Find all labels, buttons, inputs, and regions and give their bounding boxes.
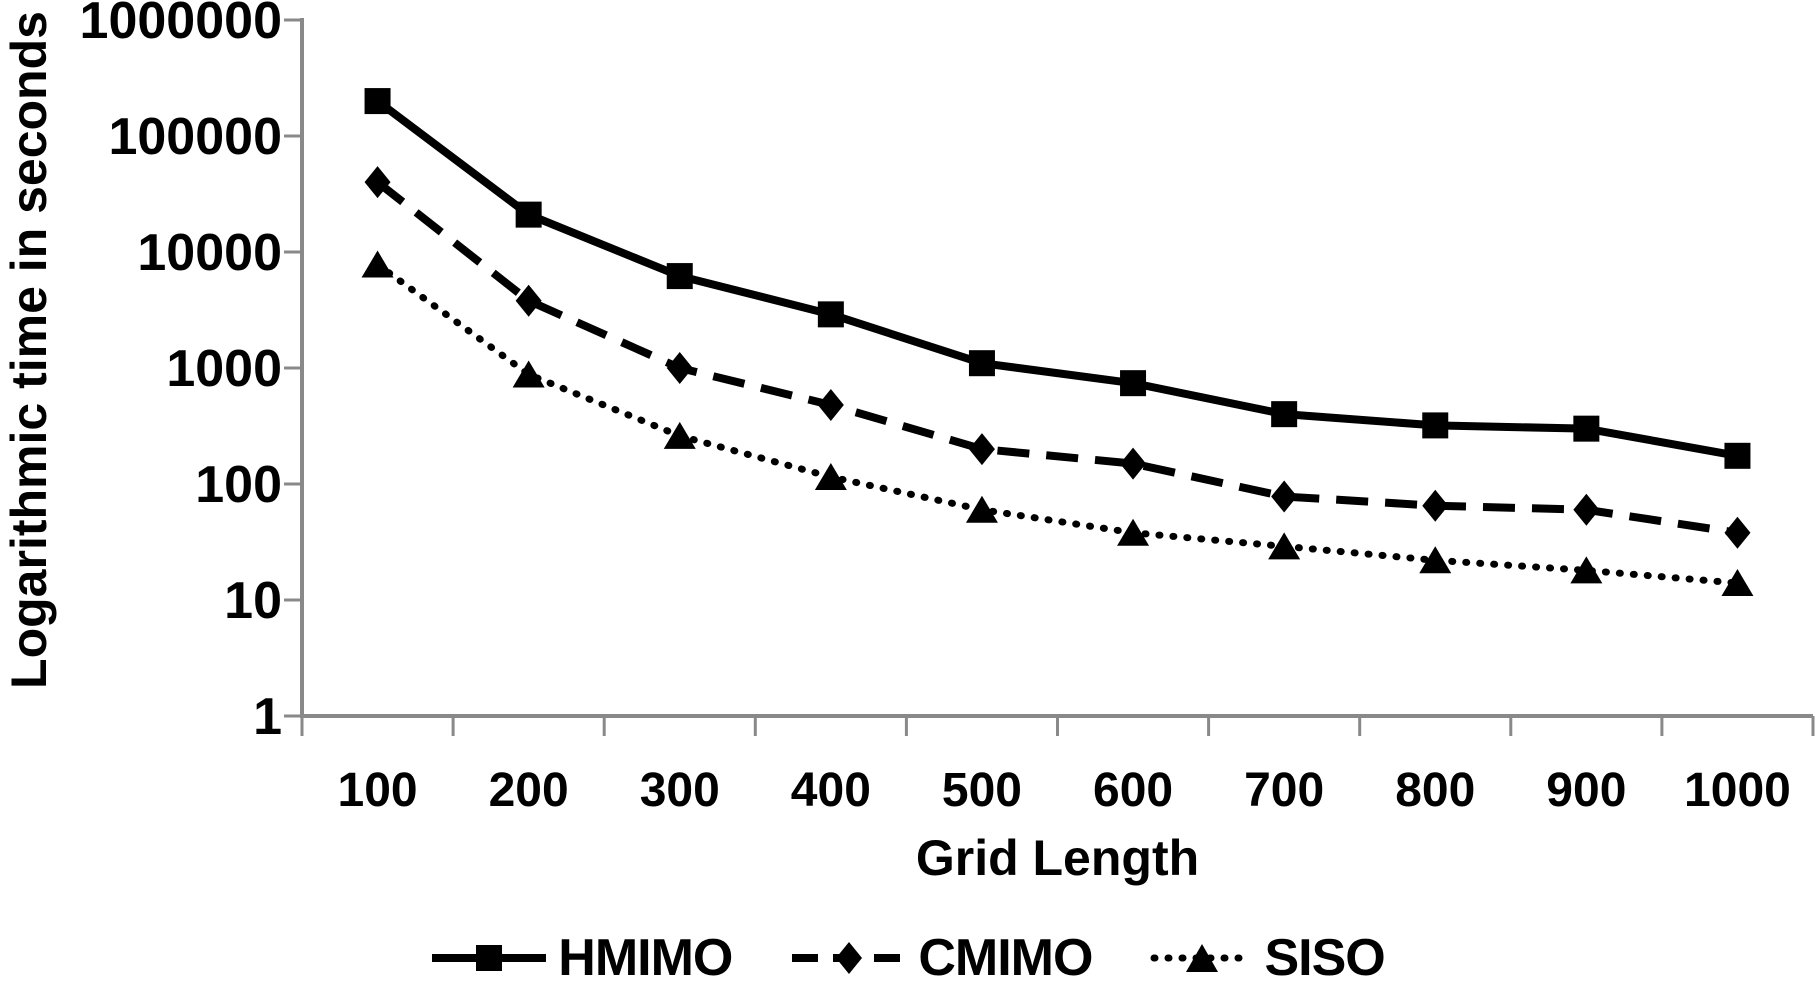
marker-siso-900	[1570, 556, 1603, 584]
hmimo-solid-square-sample	[432, 945, 547, 971]
marker-cmimo-900	[1573, 493, 1600, 526]
series-line-hmimo	[375, 97, 1739, 460]
marker-hmimo-900	[1573, 415, 1600, 442]
y-tick-label: 1	[253, 688, 282, 746]
y-tick-label: 100000	[108, 108, 282, 166]
marker-siso-100	[361, 250, 394, 278]
x-axis-title: Grid Length	[916, 830, 1199, 886]
marker-siso-600	[1117, 518, 1150, 546]
y-tick-label: 10000	[137, 224, 282, 282]
series-line-cmimo	[375, 179, 1739, 537]
marker-hmimo-400	[817, 301, 844, 328]
marker-cmimo-700	[1271, 480, 1298, 513]
marker-cmimo-800	[1422, 489, 1449, 522]
legend-item-siso: SISO	[1150, 929, 1386, 987]
marker-cmimo-1000	[1724, 516, 1751, 549]
marker-siso-300	[663, 421, 696, 449]
y-axis-title: Logarithmic time in seconds	[1, 11, 57, 689]
marker-siso-700	[1268, 532, 1301, 560]
x-tick-label: 100	[338, 764, 418, 817]
marker-hmimo-300	[666, 263, 693, 290]
x-tick-label: 200	[489, 764, 569, 817]
marker-siso-1000	[1721, 569, 1754, 597]
marker-siso-400	[814, 462, 847, 490]
marker-hmimo-100	[364, 88, 391, 115]
marker-hmimo-700	[1271, 401, 1298, 428]
chart-legend: HMIMO CMIMO SISO	[0, 932, 1815, 984]
legend-item-cmimo: CMIMO	[790, 929, 1093, 987]
marker-hmimo-200	[515, 201, 542, 228]
y-tick-label: 100	[195, 456, 282, 514]
marker-hmimo-600	[1120, 370, 1147, 397]
x-tick-label: 1000	[1684, 764, 1791, 817]
x-tick-label: 900	[1546, 764, 1626, 817]
marker-hmimo-800	[1422, 412, 1449, 439]
marker-cmimo-500	[968, 433, 995, 466]
legend-label-cmimo: CMIMO	[918, 929, 1093, 987]
series-line-siso	[374, 261, 1741, 587]
x-tick-label: 700	[1244, 764, 1324, 817]
legend-label-hmimo: HMIMO	[558, 929, 733, 987]
marker-siso-800	[1419, 546, 1452, 574]
y-tick-label: 1000000	[80, 0, 282, 50]
legend-label-siso: SISO	[1264, 929, 1385, 987]
y-tick-label: 1000	[166, 340, 282, 398]
marker-cmimo-300	[666, 352, 693, 384]
marker-cmimo-400	[817, 388, 844, 421]
marker-siso-200	[512, 360, 545, 388]
siso-dotted-triangle-sample	[1150, 944, 1254, 972]
marker-hmimo-1000	[1724, 442, 1751, 469]
marker-cmimo-200	[515, 284, 542, 317]
marker-hmimo-500	[968, 350, 995, 377]
x-tick-label: 600	[1093, 764, 1173, 817]
cmimo-dashed-diamond-sample	[792, 942, 907, 974]
legend-item-hmimo: HMIMO	[430, 929, 733, 987]
marker-cmimo-600	[1120, 447, 1147, 480]
x-tick-label: 800	[1395, 764, 1475, 817]
x-tick-label: 300	[640, 764, 720, 817]
marker-cmimo-100	[364, 166, 391, 199]
y-tick-label: 10	[224, 572, 282, 630]
x-tick-label: 400	[791, 764, 871, 817]
x-tick-label: 500	[942, 764, 1022, 817]
marker-siso-500	[965, 495, 998, 523]
